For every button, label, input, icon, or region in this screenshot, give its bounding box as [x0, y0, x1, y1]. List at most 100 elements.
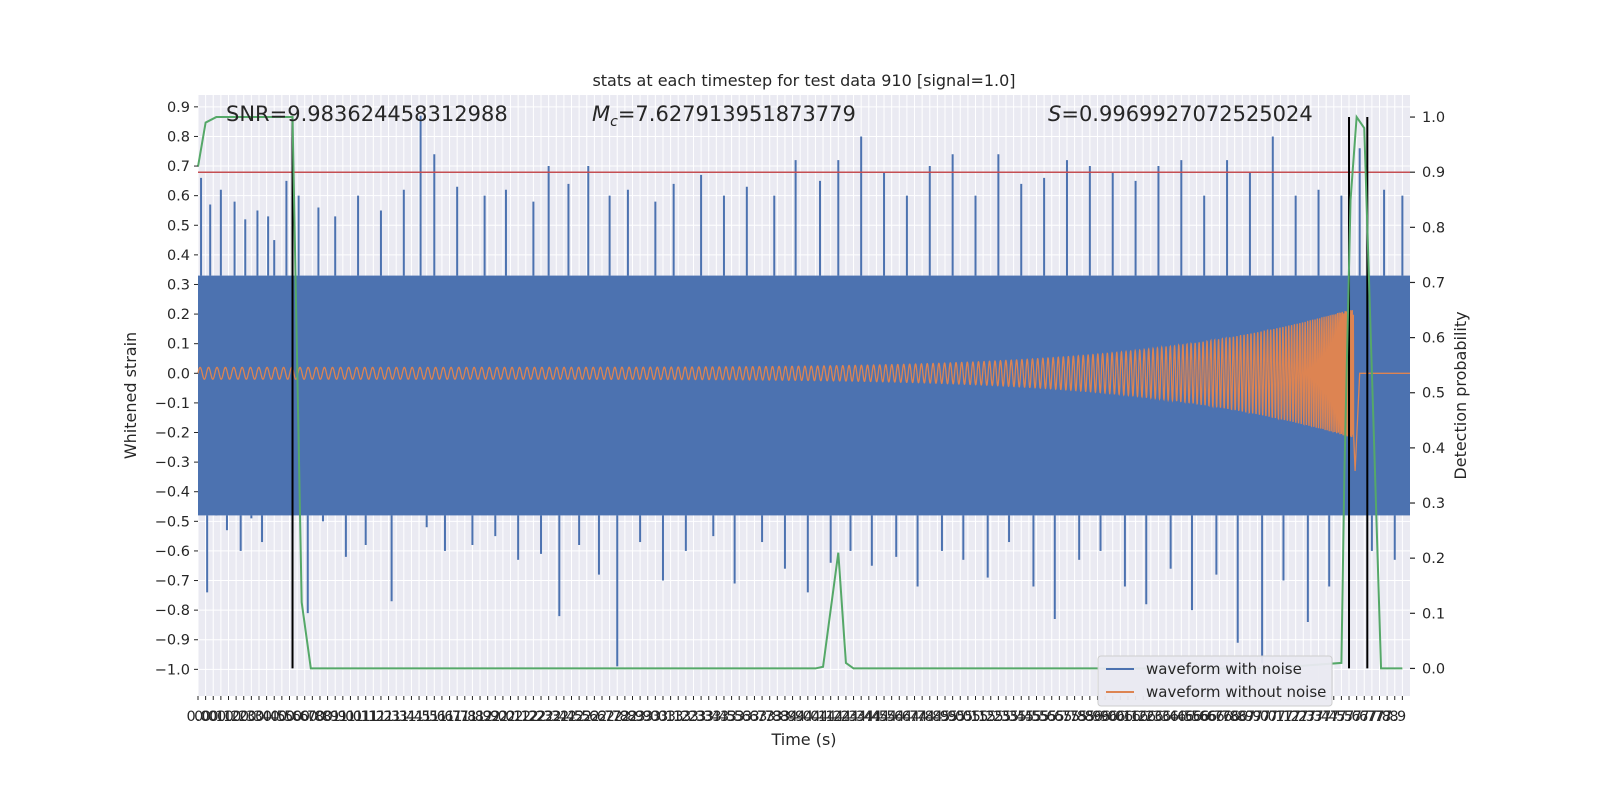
x-tick-label: 6.7 [1208, 709, 1231, 725]
x-tick-label: 2.8 [613, 709, 636, 725]
x-tick-label: 3.1 [659, 709, 682, 725]
x-tick-label: 7.1 [1261, 709, 1284, 725]
x-tick-label: 1.5 [415, 709, 438, 725]
x-tick-label: 6.3 [1139, 709, 1162, 725]
x-tick-label: 0.9 [324, 709, 347, 725]
x-tick-label: 2.4 [552, 709, 575, 725]
x-tick-label: 0.6 [278, 709, 301, 725]
x-tick-label: 1.7 [446, 709, 469, 725]
x-tick-label: 4.6 [880, 709, 903, 725]
x-tick-label: 4.5 [865, 709, 888, 725]
x-tick-label: 0.4 [247, 709, 270, 725]
x-tick-label: 4.7 [903, 709, 926, 725]
x-tick-label: 3.4 [705, 709, 728, 725]
x-tick-label: 1.9 [469, 709, 492, 725]
x-tick-label: 6.8 [1223, 709, 1246, 725]
x-tick-label: 1.7 [438, 709, 461, 725]
y-tick-label-left: 0.3 [167, 277, 190, 293]
x-tick-label: 7.2 [1284, 709, 1307, 725]
x-tick-label: 0.1 [202, 709, 225, 725]
x-tick-label: 6.1 [1116, 709, 1139, 725]
x-tick-label: 2.2 [522, 709, 545, 725]
x-tick-label: 7.9 [1383, 709, 1406, 725]
y-tick-label-right: 0.4 [1422, 441, 1445, 457]
x-tick-label: 5.1 [956, 709, 979, 725]
clean-waveform-line [197, 310, 1410, 472]
x-tick-label: 2.7 [590, 709, 613, 725]
x-tick-label: 1.3 [385, 709, 408, 725]
x-tick-label: 2.9 [629, 709, 652, 725]
y-tick-label-left: 0.0 [167, 366, 190, 382]
x-tick-label: 1.1 [354, 709, 377, 725]
x-tick-label: 4.3 [842, 709, 865, 725]
x-tick-label: 5.2 [979, 709, 1002, 725]
x-tick-label: 6.5 [1170, 709, 1193, 725]
x-tick-label: 3.2 [674, 709, 697, 725]
x-tick-label: 4.4 [850, 709, 873, 725]
x-tick-label: 6.3 [1147, 709, 1170, 725]
x-tick-label: 3.6 [735, 709, 758, 725]
y-tick-label-right: 0.7 [1422, 275, 1445, 291]
x-tick-label: 4.5 [873, 709, 896, 725]
x-tick-label: 2.1 [499, 709, 522, 725]
x-tick-label: 7.4 [1315, 709, 1338, 725]
y-tick-label-left: 0.8 [167, 129, 190, 145]
x-tick-label: 0.1 [209, 709, 232, 725]
x-tick-label: 3.9 [781, 709, 804, 725]
x-tick-label: 0.2 [225, 709, 248, 725]
x-tick-label: 1.0 [331, 709, 354, 725]
x-tick-label: 5.9 [1078, 709, 1101, 725]
x-tick-label: 3.7 [751, 709, 774, 725]
legend-box [1097, 655, 1333, 707]
y-tick-label-right: 1.0 [1422, 110, 1445, 126]
x-tick-label: 5.7 [1055, 709, 1078, 725]
x-tick-label: 3.3 [690, 709, 713, 725]
x-tick-label: 0.8 [308, 709, 331, 725]
x-tick-label: 4.9 [933, 709, 956, 725]
x-tick-label: 6.1 [1109, 709, 1132, 725]
y-tick-label-left: −0.5 [155, 514, 190, 530]
x-tick-label: 7.4 [1307, 709, 1330, 725]
x-tick-label: 2.6 [583, 709, 606, 725]
x-tick-label: 3.0 [644, 709, 667, 725]
x-tick-label: 5.8 [1063, 709, 1086, 725]
x-tick-label: 6.7 [1200, 709, 1223, 725]
x-tick-label: 4.1 [812, 709, 835, 725]
x-tick-label: 4.6 [888, 709, 911, 725]
legend-label: waveform without noise [1146, 683, 1326, 701]
x-tick-label: 0.4 [255, 709, 278, 725]
x-tick-label: 5.6 [1040, 709, 1063, 725]
y-tick-label-right: 0.5 [1422, 386, 1445, 402]
y-tick-label-right: 0.9 [1422, 165, 1445, 181]
x-tick-label: 2.2 [514, 709, 537, 725]
x-tick-label: 2.3 [529, 709, 552, 725]
x-tick-label: 5.9 [1086, 709, 1109, 725]
x-tick-label: 7.3 [1299, 709, 1322, 725]
x-tick-label: 3.4 [697, 709, 720, 725]
x-tick-label: 2.0 [491, 709, 514, 725]
x-tick-label: 6.6 [1193, 709, 1216, 725]
x-tick-label: 1.1 [347, 709, 370, 725]
x-tick-label: 7.0 [1246, 709, 1269, 725]
x-tick-label: 4.0 [789, 709, 812, 725]
y-tick-label-left: −0.7 [155, 574, 190, 590]
x-tick-label: 1.8 [461, 709, 484, 725]
x-tick-label: 4.0 [796, 709, 819, 725]
x-tick-label: 5.2 [972, 709, 995, 725]
x-tick-label: 7.6 [1337, 709, 1360, 725]
x-tick-label: 6.5 [1177, 709, 1200, 725]
x-tick-label: 3.0 [636, 709, 659, 725]
x-tick-label: 5.7 [1048, 709, 1071, 725]
x-tick-label: 4.2 [819, 709, 842, 725]
y-tick-label-left: −0.8 [155, 603, 190, 619]
x-tick-label: 0.3 [232, 709, 255, 725]
x-tick-label: 3.2 [667, 709, 690, 725]
x-tick-label: 5.0 [949, 709, 972, 725]
x-tick-label: 3.1 [651, 709, 674, 725]
annotations: SNR=9.983624458312988 Mc=7.62791395187377… [226, 102, 1313, 130]
x-tick-label: 5.5 [1025, 709, 1048, 725]
x-tick-label: 5.6 [1033, 709, 1056, 725]
x-tick-label: 3.7 [743, 709, 766, 725]
x-tick-label: 4.4 [857, 709, 880, 725]
